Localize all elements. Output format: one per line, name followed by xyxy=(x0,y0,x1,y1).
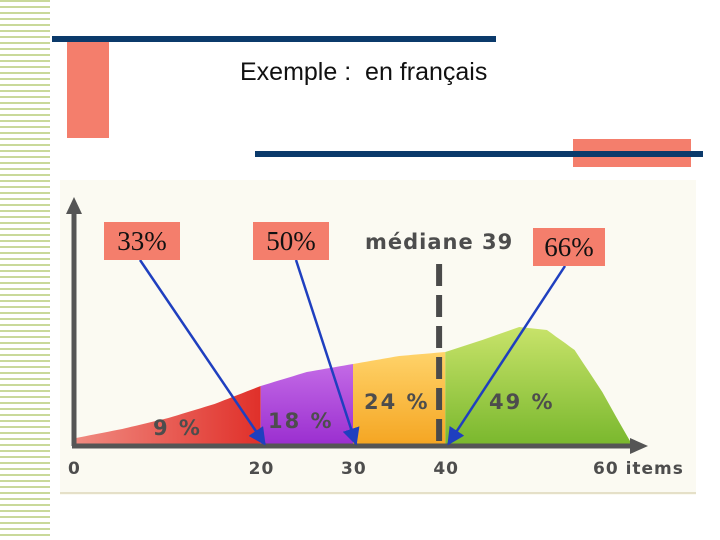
navy-bar-bottom xyxy=(255,151,703,157)
segment-labels: 9 % 18 % 24 % 49 % xyxy=(153,390,555,440)
segment-label-3: 49 % xyxy=(489,390,555,414)
decorative-stripes xyxy=(0,0,50,540)
x-tick-label-20: 20 xyxy=(249,459,275,479)
slide-title: Exemple : en français xyxy=(240,58,488,86)
annotation-arrow-0 xyxy=(138,259,266,446)
navy-bar-top xyxy=(52,36,496,42)
area-segment-1 xyxy=(260,364,353,444)
area-segment-0 xyxy=(76,386,261,444)
x-tick-label-40: 40 xyxy=(433,459,459,479)
x-tick-labels: 0 20 30 40 60 items xyxy=(68,459,684,479)
x-axis-arrow xyxy=(630,438,648,454)
annotation-arrow-2 xyxy=(447,265,567,446)
accent-bar-vertical xyxy=(67,40,109,138)
x-tick-label-0: 0 xyxy=(68,459,81,479)
segment-label-0: 9 % xyxy=(153,416,202,440)
annotation-box-33: 33% xyxy=(104,222,180,260)
annotation-arrows xyxy=(138,259,567,446)
segment-label-1: 18 % xyxy=(268,409,334,433)
chart-axes xyxy=(66,197,648,454)
annotation-box-50: 50% xyxy=(253,222,329,260)
median-label: médiane 39 xyxy=(365,230,513,254)
area-segment-2 xyxy=(353,352,446,444)
x-tick-label-60: 60 items xyxy=(593,459,684,479)
area-segments xyxy=(76,327,630,444)
annotation-box-66: 66% xyxy=(533,228,605,266)
y-axis-arrow xyxy=(66,197,82,214)
area-segment-3 xyxy=(445,327,630,444)
annotation-arrow-1 xyxy=(294,259,360,446)
segment-label-2: 24 % xyxy=(364,390,430,414)
x-tick-label-30: 30 xyxy=(341,459,367,479)
